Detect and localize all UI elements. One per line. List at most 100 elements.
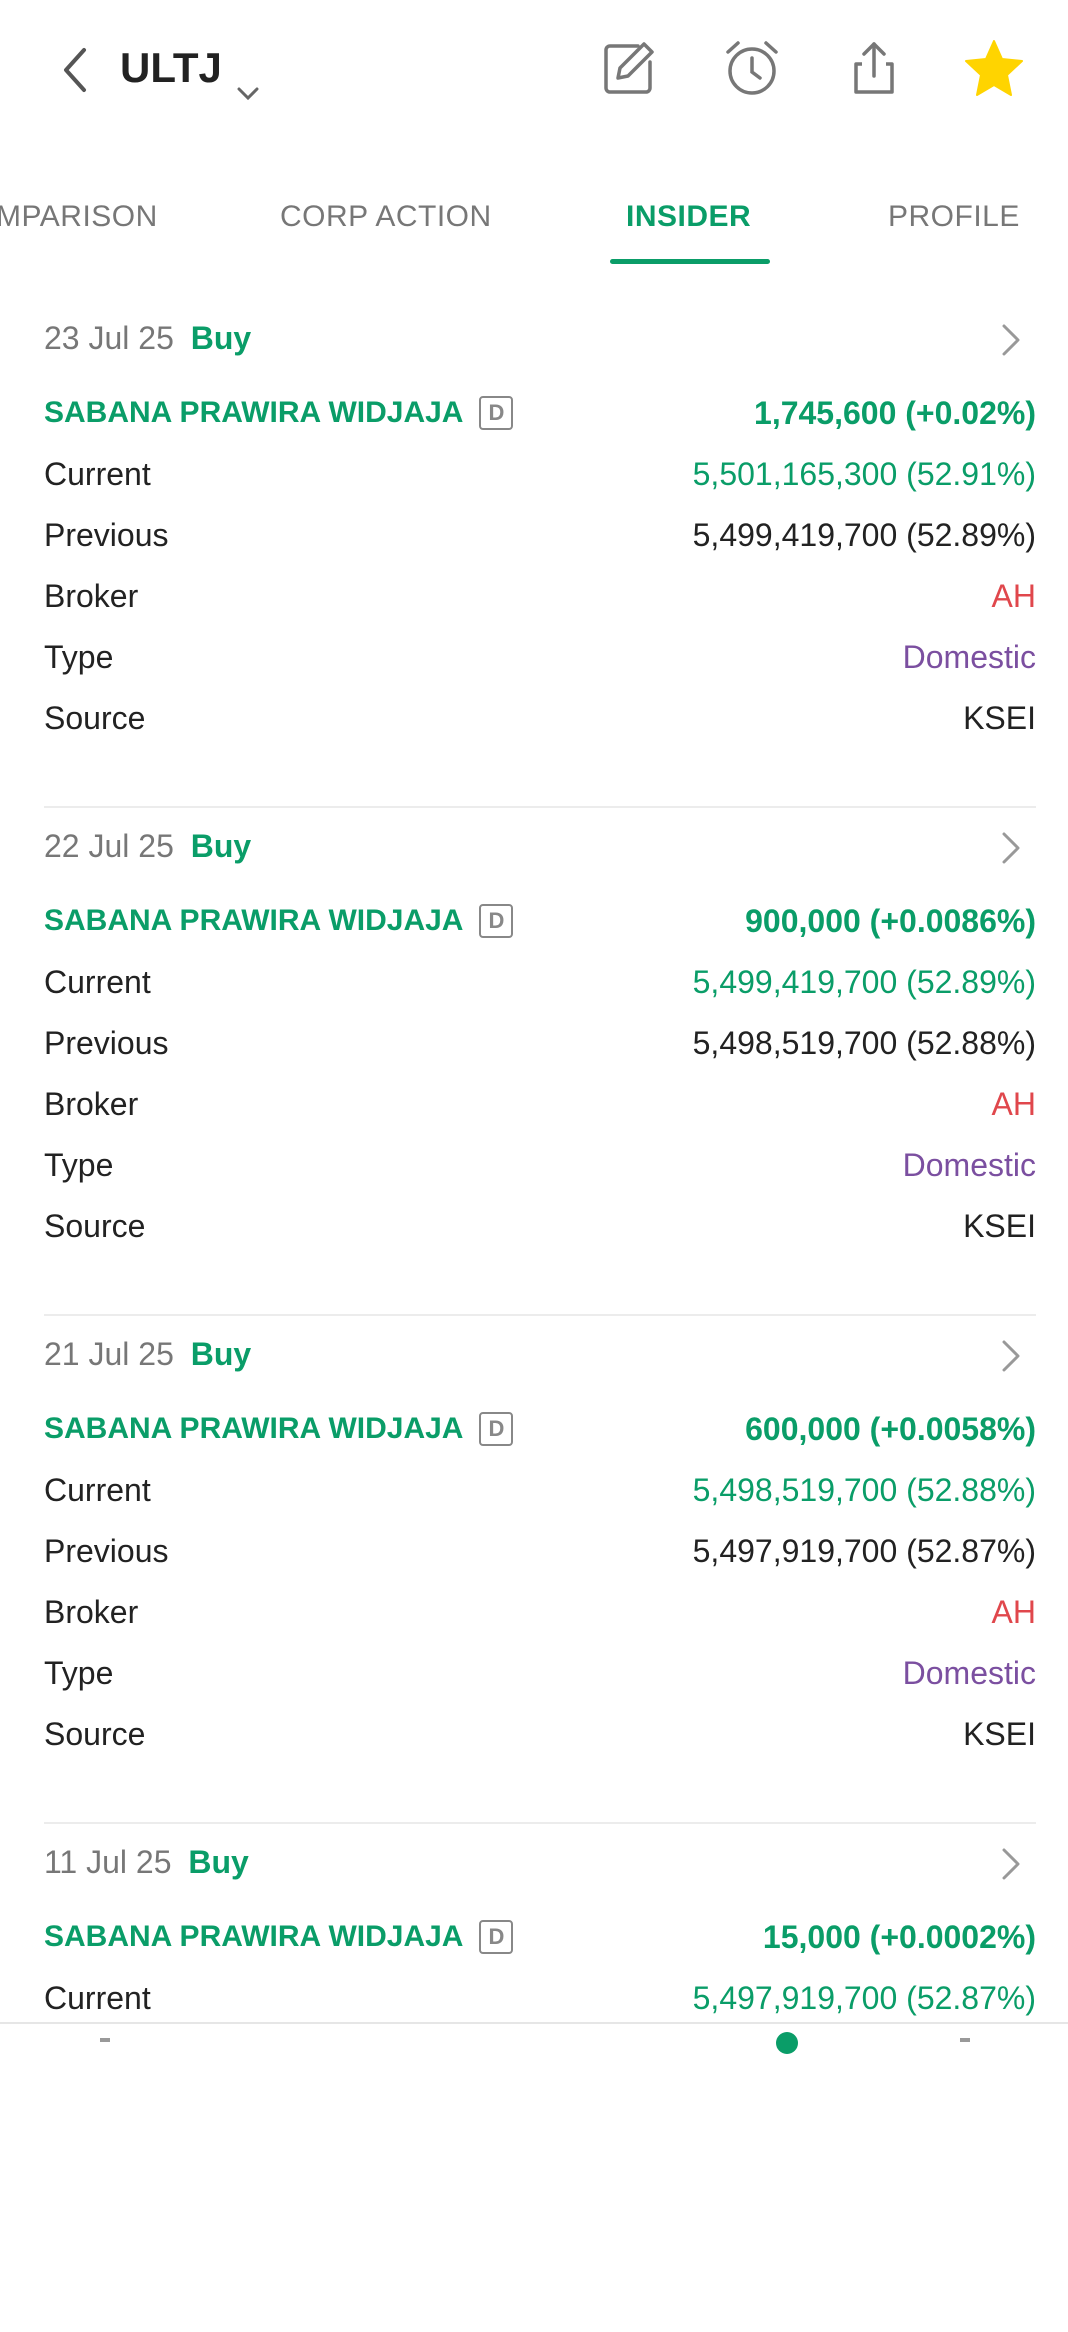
source-row: Source KSEI xyxy=(44,1201,1036,1251)
type-row: Type Domestic xyxy=(44,1140,1036,1190)
insider-name-row: SABANA PRAWIRA WIDJAJA D 15,000 (+0.0002%… xyxy=(44,1912,1036,1962)
insider-transaction-card[interactable]: 22 Jul 25 Buy SABANA PRAWIRA WIDJAJA D 90… xyxy=(0,808,1068,1316)
type-label: Type xyxy=(44,638,114,675)
transaction-change: 900,000 (+0.0086%) xyxy=(745,902,1036,939)
transaction-date: 22 Jul 25 xyxy=(44,828,174,864)
chevron-down-icon xyxy=(236,60,260,101)
previous-label: Previous xyxy=(44,1024,169,1061)
transaction-change: 15,000 (+0.0002%) xyxy=(762,1918,1036,1955)
ticker-selector[interactable]: ULTJ xyxy=(120,40,260,101)
insider-name: SABANA PRAWIRA WIDJAJA xyxy=(44,396,464,429)
current-row: Current 5,499,419,700 (52.89%) xyxy=(44,957,1036,1007)
transaction-header: 21 Jul 25 Buy xyxy=(44,1336,251,1373)
type-row: Type Domestic xyxy=(44,632,1036,682)
alarm-icon[interactable] xyxy=(722,38,782,98)
transaction-action: Buy xyxy=(190,320,252,356)
current-label: Current xyxy=(44,963,151,1000)
source-value: KSEI xyxy=(963,699,1036,736)
transaction-date: 21 Jul 25 xyxy=(44,1336,174,1372)
type-label: Type xyxy=(44,1654,114,1691)
transaction-action: Buy xyxy=(188,1844,249,1880)
nav-item-indicator[interactable] xyxy=(100,2038,110,2042)
current-row: Current 5,501,165,300 (52.91%) xyxy=(44,449,1036,499)
tab-comparison[interactable]: MPARISON xyxy=(0,200,158,233)
insider-transaction-card[interactable]: 11 Jul 25 Buy SABANA PRAWIRA WIDJAJA D 15… xyxy=(0,1824,1068,2332)
transaction-header: 23 Jul 25 Buy xyxy=(44,320,251,357)
broker-row: Broker AH xyxy=(44,1587,1036,1637)
broker-value: AH xyxy=(991,577,1036,614)
previous-value: 5,499,419,700 (52.89%) xyxy=(692,516,1036,553)
director-badge: D xyxy=(479,904,514,938)
director-badge: D xyxy=(479,1412,514,1446)
active-page-dot[interactable] xyxy=(776,2032,798,2054)
transaction-change: 1,745,600 (+0.02%) xyxy=(754,394,1036,431)
source-label: Source xyxy=(44,1715,146,1752)
chevron-right-icon[interactable] xyxy=(1000,322,1022,358)
current-label: Current xyxy=(44,455,151,492)
transaction-date: 23 Jul 25 xyxy=(44,320,174,356)
current-row: Current 5,497,919,700 (52.87%) xyxy=(44,1973,1036,2023)
back-icon[interactable] xyxy=(58,44,94,96)
divider xyxy=(44,1822,1036,1824)
tab-insider[interactable]: INSIDER xyxy=(626,200,752,233)
current-value: 5,498,519,700 (52.88%) xyxy=(692,1471,1036,1508)
director-badge: D xyxy=(479,1920,514,1954)
share-icon[interactable] xyxy=(844,38,904,98)
tab-bar: MPARISON CORP ACTION INSIDER PROFILE xyxy=(0,180,1068,264)
broker-value: AH xyxy=(991,1085,1036,1122)
transaction-action: Buy xyxy=(190,1336,252,1372)
broker-label: Broker xyxy=(44,1085,139,1122)
star-icon[interactable] xyxy=(964,38,1024,98)
edit-icon[interactable] xyxy=(598,38,658,98)
director-badge: D xyxy=(479,396,514,430)
ticker-symbol: ULTJ xyxy=(120,44,222,91)
broker-value: AH xyxy=(991,1593,1036,1630)
insider-name-row: SABANA PRAWIRA WIDJAJA D 600,000 (+0.0058… xyxy=(44,1404,1036,1454)
previous-row: Previous 5,497,919,700 (52.87%) xyxy=(44,1526,1036,1576)
insider-transaction-card[interactable]: 21 Jul 25 Buy SABANA PRAWIRA WIDJAJA D 60… xyxy=(0,1316,1068,1824)
source-value: KSEI xyxy=(963,1715,1036,1752)
type-value: Domestic xyxy=(902,1146,1036,1183)
header: ULTJ xyxy=(0,0,1068,140)
current-value: 5,501,165,300 (52.91%) xyxy=(692,455,1036,492)
chevron-right-icon[interactable] xyxy=(1000,1846,1022,1882)
transaction-date: 11 Jul 25 xyxy=(44,1844,172,1880)
source-value: KSEI xyxy=(963,1207,1036,1244)
insider-list: 23 Jul 25 Buy SABANA PRAWIRA WIDJAJA D 1,… xyxy=(0,300,1068,2332)
insider-name-row: SABANA PRAWIRA WIDJAJA D 900,000 (+0.0086… xyxy=(44,896,1036,946)
active-tab-indicator xyxy=(610,259,770,264)
transaction-action: Buy xyxy=(190,828,252,864)
current-value: 5,499,419,700 (52.89%) xyxy=(692,963,1036,1000)
transaction-change: 600,000 (+0.0058%) xyxy=(745,1410,1036,1447)
current-label: Current xyxy=(44,1471,151,1508)
source-row: Source KSEI xyxy=(44,693,1036,743)
bottom-navigation xyxy=(0,2022,1068,2054)
chevron-right-icon[interactable] xyxy=(1000,830,1022,866)
transaction-header: 11 Jul 25 Buy xyxy=(44,1844,249,1881)
broker-label: Broker xyxy=(44,577,139,614)
previous-row: Previous 5,498,519,700 (52.88%) xyxy=(44,1018,1036,1068)
insider-transaction-card[interactable]: 23 Jul 25 Buy SABANA PRAWIRA WIDJAJA D 1,… xyxy=(0,300,1068,808)
previous-value: 5,498,519,700 (52.88%) xyxy=(692,1024,1036,1061)
nav-item-indicator[interactable] xyxy=(960,2038,970,2042)
tab-corp-action[interactable]: CORP ACTION xyxy=(280,200,492,233)
previous-label: Previous xyxy=(44,516,169,553)
divider xyxy=(44,806,1036,808)
insider-name-row: SABANA PRAWIRA WIDJAJA D 1,745,600 (+0.02… xyxy=(44,388,1036,438)
type-row: Type Domestic xyxy=(44,1648,1036,1698)
type-value: Domestic xyxy=(902,638,1036,675)
tab-profile[interactable]: PROFILE xyxy=(888,200,1020,233)
previous-label: Previous xyxy=(44,1532,169,1569)
broker-row: Broker AH xyxy=(44,571,1036,621)
previous-value: 5,497,919,700 (52.87%) xyxy=(692,1532,1036,1569)
insider-name: SABANA PRAWIRA WIDJAJA xyxy=(44,1920,464,1953)
type-label: Type xyxy=(44,1146,114,1183)
current-value: 5,497,919,700 (52.87%) xyxy=(692,1979,1036,2016)
source-row: Source KSEI xyxy=(44,1709,1036,1759)
chevron-right-icon[interactable] xyxy=(1000,1338,1022,1374)
transaction-header: 22 Jul 25 Buy xyxy=(44,828,251,865)
source-label: Source xyxy=(44,699,146,736)
insider-name: SABANA PRAWIRA WIDJAJA xyxy=(44,1412,464,1445)
current-label: Current xyxy=(44,1979,151,2016)
divider xyxy=(44,1314,1036,1316)
